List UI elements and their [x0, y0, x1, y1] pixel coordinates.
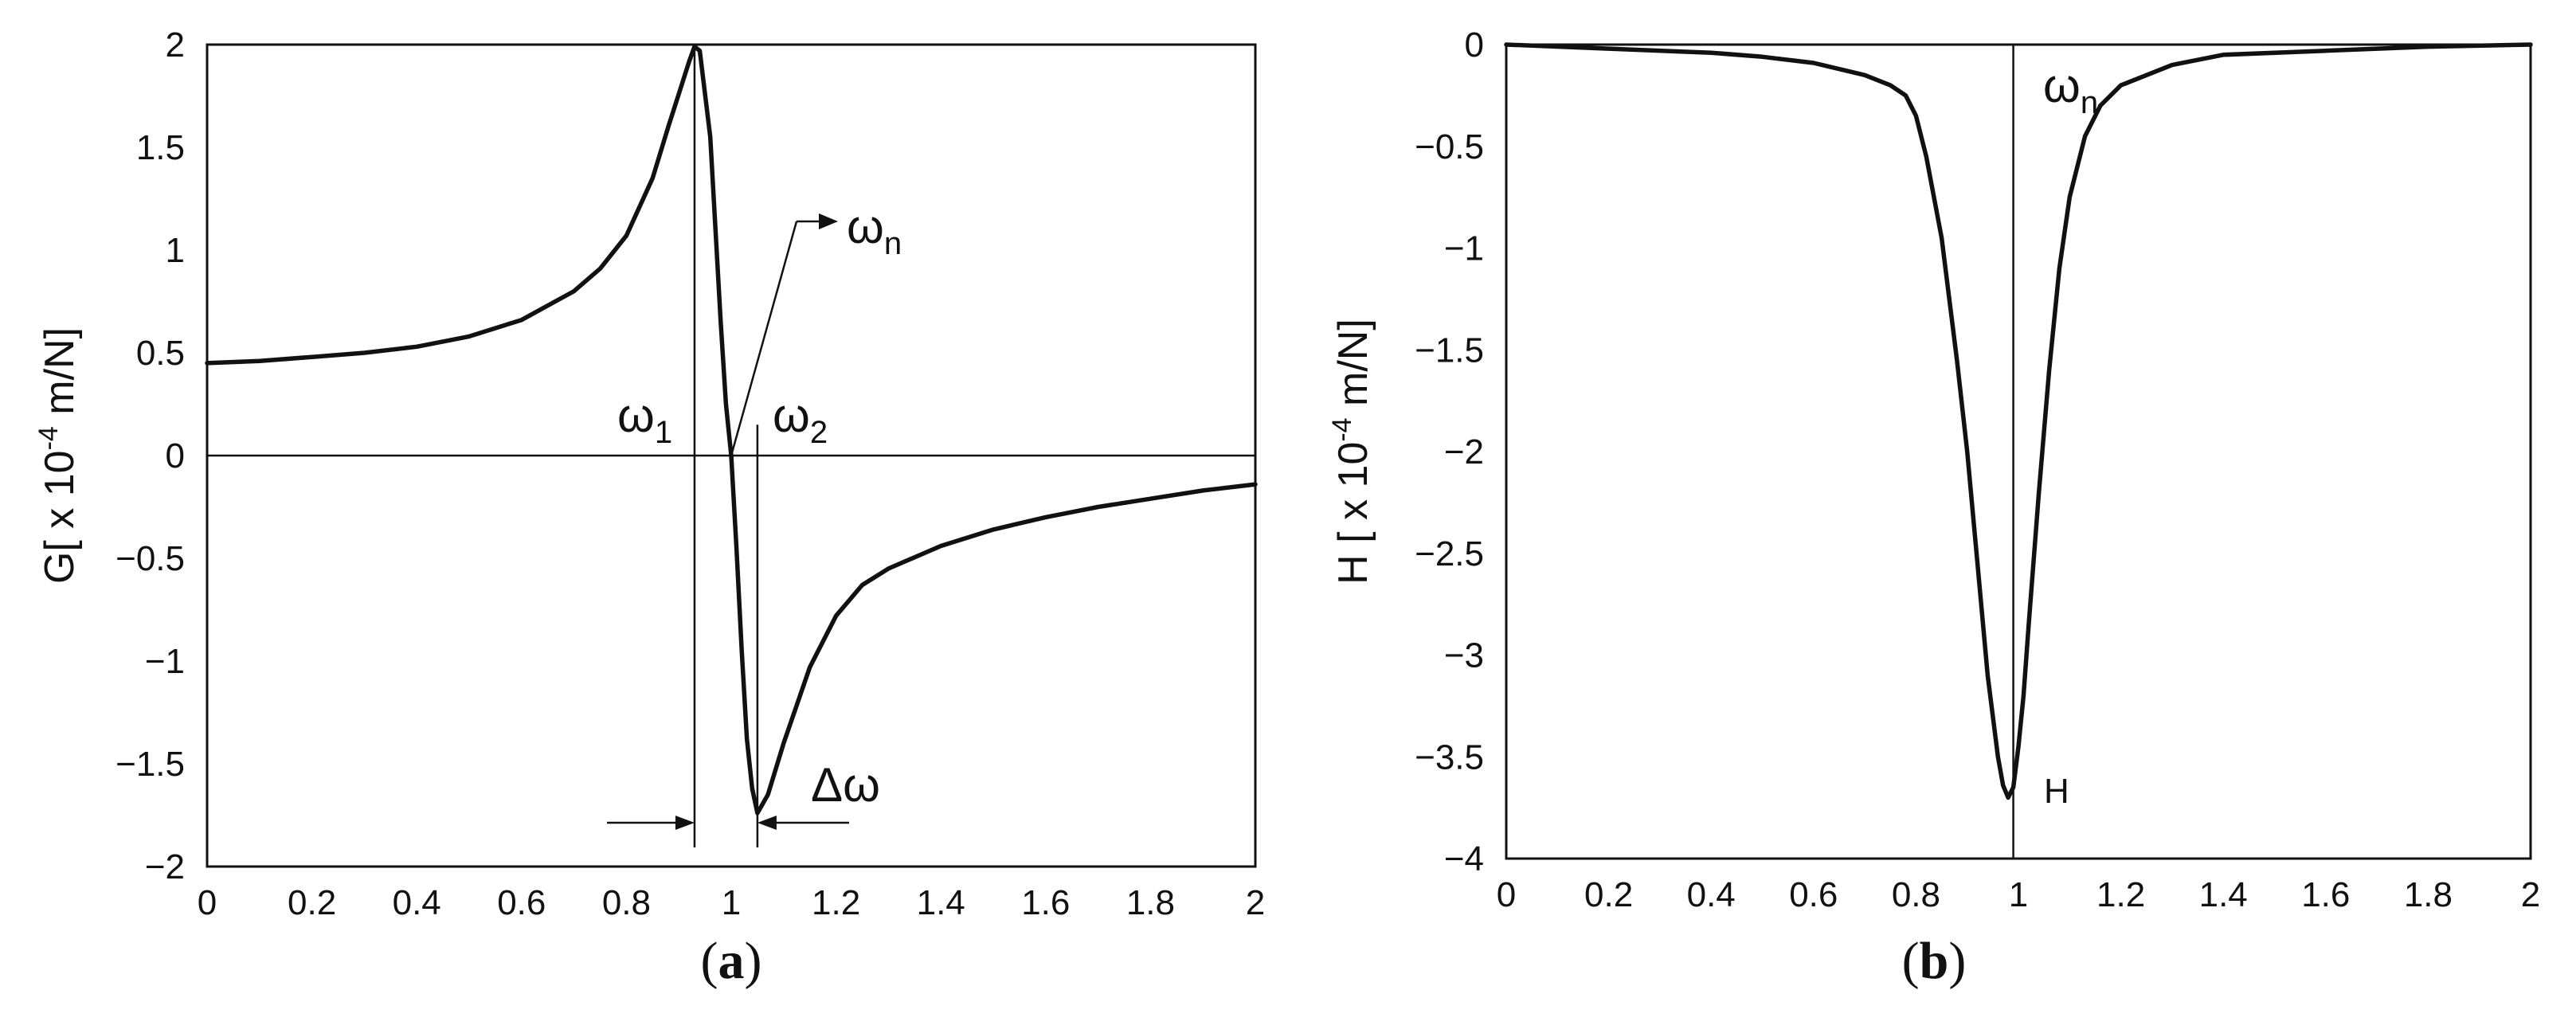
x-tick-label: 0.8	[602, 883, 651, 922]
peak-label-h: H	[2044, 772, 2069, 811]
x-tick-label: 0.8	[1892, 875, 1940, 914]
x-tick-label: 1.6	[2301, 875, 2350, 914]
x-tick-label: 0.2	[288, 883, 336, 922]
delta-omega-label: Δω	[811, 758, 880, 812]
y-tick-label: −1.5	[1415, 331, 1484, 370]
omega2-label: ω2	[773, 389, 828, 450]
x-tick-label: 1.4	[917, 883, 965, 922]
y-tick-label: −0.5	[1415, 127, 1484, 166]
x-tick-label: 0.4	[393, 883, 441, 922]
delta-omega-left-arrowhead	[675, 816, 695, 830]
x-tick-label: 0	[198, 883, 217, 922]
y-tick-label: −2	[1444, 432, 1484, 472]
x-tick-label: 2	[2521, 875, 2540, 914]
x-tick-labels-b: 0 0.2 0.4 0.6 0.8 1 1.2 1.4 1.6 1.8 2	[1497, 875, 2540, 914]
series-line-a	[205, 44, 1258, 816]
y-tick-label: −3.5	[1415, 738, 1484, 777]
x-tick-label: 0.6	[497, 883, 546, 922]
x-tick-label: 1.2	[2096, 875, 2145, 914]
y-tick-label: −1	[1444, 229, 1484, 268]
x-tick-labels-a: 0 0.2 0.4 0.6 0.8 1 1.2 1.4 1.6 1.8 2	[198, 883, 1265, 922]
y-tick-label: −0.5	[115, 539, 185, 578]
panel-b: 0 0.2 0.4 0.6 0.8 1 1.2 1.4 1.6 1.8 2 0 −0.5 −1 −1.5 −…	[1327, 25, 2540, 990]
x-tick-label: 0	[1497, 875, 1516, 914]
x-tick-label: 1.2	[812, 883, 860, 922]
y-tick-label: 0	[1465, 25, 1484, 65]
omega-n-leader-line	[730, 221, 798, 456]
y-tick-label: 0.5	[136, 334, 185, 373]
x-tick-label: 1.8	[2404, 875, 2453, 914]
y-tick-label: −1	[145, 642, 185, 681]
y-tick-label: 1.5	[136, 128, 185, 167]
y-tick-label: −2.5	[1415, 534, 1484, 573]
x-tick-label: 2	[1246, 883, 1265, 922]
caption-a: (a)	[701, 932, 762, 990]
y-axis-label-a: G[ x 10-4 m/N]	[33, 327, 83, 584]
x-tick-label: 1.4	[2199, 875, 2248, 914]
y-tick-label: −1.5	[115, 745, 185, 784]
x-tick-label: 1.8	[1126, 883, 1175, 922]
panel-a: 0 0.2 0.4 0.6 0.8 1 1.2 1.4 1.6 1.8 2 2 1.5 1 0.5 0 −0.…	[33, 25, 1265, 990]
plot-area-frame-b	[1505, 43, 2532, 860]
y-tick-label: 2	[166, 25, 185, 65]
x-tick-label: 0.4	[1687, 875, 1736, 914]
x-tick-label: 1	[2009, 875, 2028, 914]
x-tick-label: 1.6	[1021, 883, 1070, 922]
x-tick-label: 0.2	[1584, 875, 1633, 914]
y-tick-label: −4	[1444, 839, 1484, 878]
omega-n-label-b: ωn	[2043, 59, 2098, 120]
y-tick-label: −3	[1444, 636, 1484, 675]
x-tick-label: 0.6	[1789, 875, 1838, 914]
series-line-b	[1504, 42, 2533, 800]
y-axis-label-b: H [ x 10-4 m/N]	[1327, 319, 1376, 585]
y-tick-label: −2	[145, 847, 185, 886]
y-tick-label: 0	[166, 436, 185, 475]
caption-b: (b)	[1902, 932, 1967, 990]
y-tick-label: 1	[166, 231, 185, 270]
omega-n-label-a: ωn	[847, 200, 902, 261]
delta-omega-right-arrowhead	[757, 816, 777, 830]
y-tick-labels-b: 0 −0.5 −1 −1.5 −2 −2.5 −3 −3.5 −4	[1415, 25, 1484, 878]
x-tick-label: 1	[722, 883, 741, 922]
y-tick-labels-a: 2 1.5 1 0.5 0 −0.5 −1 −1.5 −2	[115, 25, 185, 886]
omega-n-arrowhead	[819, 213, 838, 229]
omega1-label: ω1	[617, 389, 672, 450]
